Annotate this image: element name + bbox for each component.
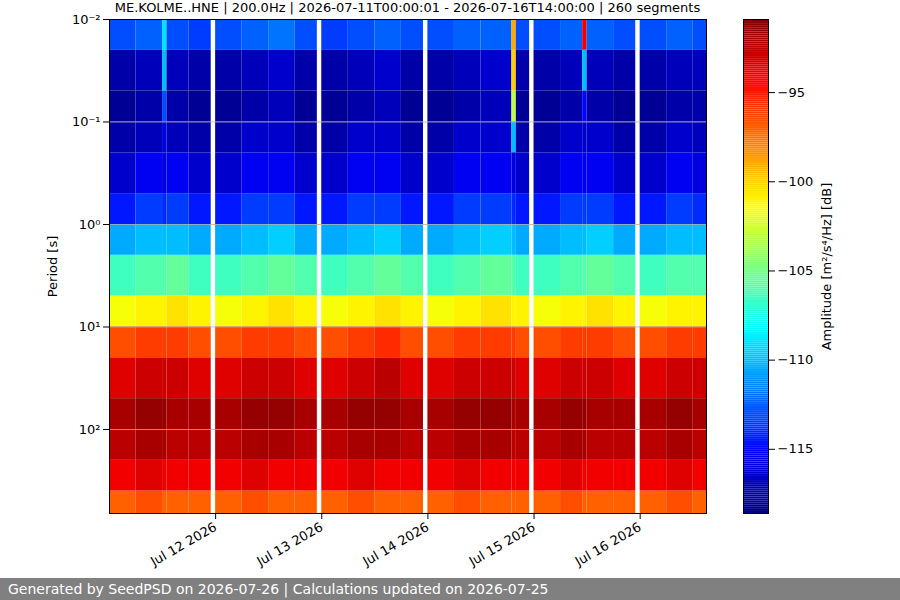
svg-text:10⁰: 10⁰	[79, 217, 101, 232]
svg-text:10⁻¹: 10⁻¹	[72, 114, 101, 129]
svg-text:−110: −110	[778, 352, 814, 367]
svg-text:−95: −95	[778, 85, 805, 100]
svg-text:10⁻²: 10⁻²	[72, 12, 101, 27]
html-text:ME.KOLME..HNE | 200.0Hz | 2026: ME.KOLME..HNE | 200.0Hz | 2026-07-11T00:…	[114, 0, 701, 15]
svg-text:10²: 10²	[79, 422, 101, 437]
svg-text:Period [s]: Period [s]	[45, 236, 60, 298]
svg-text:10¹: 10¹	[79, 319, 101, 334]
svg-text:Amplitude [m²/s⁴/Hz] [dB]: Amplitude [m²/s⁴/Hz] [dB]	[819, 183, 834, 351]
html-text:Generated by SeedPSD on 2026-0: Generated by SeedPSD on 2026-07-26 | Cal…	[8, 581, 549, 597]
svg-text:Jul 13 2026: Jul 13 2026	[253, 519, 325, 569]
svg-text:−105: −105	[778, 263, 814, 278]
svg-text:Jul 15 2026: Jul 15 2026	[466, 519, 538, 569]
svg-text:−100: −100	[778, 174, 814, 189]
svg-text:Jul 14 2026: Jul 14 2026	[359, 519, 431, 569]
svg-text:Jul 16 2026: Jul 16 2026	[572, 519, 644, 569]
svg-text:−115: −115	[778, 441, 814, 456]
svg-text:Jul 12 2026: Jul 12 2026	[147, 519, 219, 569]
